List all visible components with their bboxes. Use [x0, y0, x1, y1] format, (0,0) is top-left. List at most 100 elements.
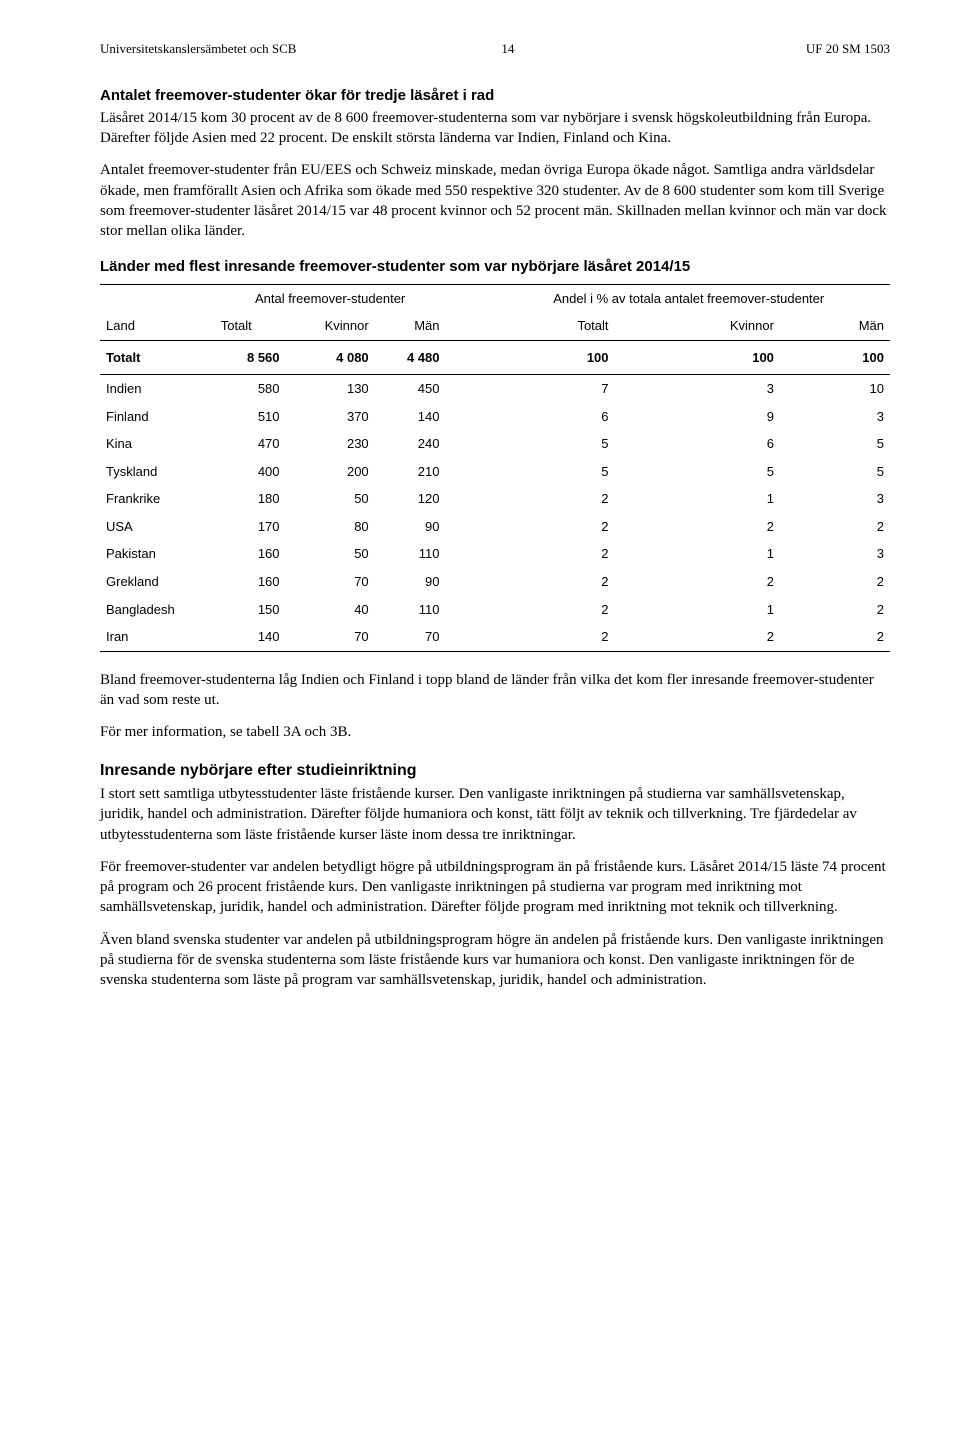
cell-land: Grekland — [100, 568, 215, 596]
freemover-table: Land Antal freemover-studenter Andel i %… — [100, 284, 890, 652]
cell: 130 — [286, 375, 375, 403]
cell: 2 — [780, 623, 890, 651]
cell: 2 — [488, 596, 615, 624]
after-table-p1: Bland freemover-studenterna låg Indien o… — [100, 670, 890, 711]
cell: 2 — [488, 485, 615, 513]
cell-land: Bangladesh — [100, 596, 215, 624]
section1-p1: Läsåret 2014/15 kom 30 procent av de 8 6… — [100, 108, 890, 149]
cell: 2 — [615, 623, 780, 651]
cell: 2 — [488, 568, 615, 596]
cell: 110 — [375, 596, 446, 624]
cell: 70 — [286, 623, 375, 651]
cell: 510 — [215, 403, 286, 431]
total-c: 4 480 — [375, 340, 446, 375]
cell: 10 — [780, 375, 890, 403]
section2-title: Inresande nybörjare efter studieinriktni… — [100, 760, 890, 782]
cell-land: USA — [100, 513, 215, 541]
cell: 3 — [615, 375, 780, 403]
cell: 1 — [615, 596, 780, 624]
sub-man-1: Män — [375, 312, 446, 340]
cell: 80 — [286, 513, 375, 541]
table-row: Tyskland400200210555 — [100, 458, 890, 486]
cell: 370 — [286, 403, 375, 431]
cell: 5 — [780, 458, 890, 486]
cell: 2 — [780, 513, 890, 541]
table-row: Finland510370140 693 — [100, 403, 890, 431]
col-group-antal: Antal freemover-studenter — [215, 284, 446, 312]
cell: 230 — [286, 430, 375, 458]
col-group-andel: Andel i % av totala antalet freemover-st… — [488, 284, 891, 312]
cell-land: Pakistan — [100, 540, 215, 568]
total-e: 100 — [615, 340, 780, 375]
cell: 70 — [286, 568, 375, 596]
sub-kvinnor-2: Kvinnor — [615, 312, 780, 340]
cell: 2 — [615, 568, 780, 596]
header-page-number: 14 — [501, 40, 514, 58]
sub-man-2: Män — [780, 312, 890, 340]
cell: 160 — [215, 568, 286, 596]
header-right: UF 20 SM 1503 — [806, 40, 890, 58]
cell: 5 — [780, 430, 890, 458]
cell-land: Finland — [100, 403, 215, 431]
cell: 580 — [215, 375, 286, 403]
total-b: 4 080 — [286, 340, 375, 375]
header-left: Universitetskanslersämbetet och SCB — [100, 40, 296, 58]
cell: 5 — [488, 430, 615, 458]
section1-p2: Antalet freemover-studenter från EU/EES … — [100, 160, 890, 241]
col-land: Land — [100, 284, 215, 340]
cell-land: Frankrike — [100, 485, 215, 513]
sub-kvinnor-1: Kvinnor — [286, 312, 375, 340]
cell: 470 — [215, 430, 286, 458]
cell: 110 — [375, 540, 446, 568]
cell: 50 — [286, 485, 375, 513]
section2-p3: Även bland svenska studenter var andelen… — [100, 930, 890, 991]
cell: 2 — [488, 513, 615, 541]
cell: 1 — [615, 485, 780, 513]
cell: 5 — [615, 458, 780, 486]
cell: 6 — [488, 403, 615, 431]
cell: 180 — [215, 485, 286, 513]
cell: 200 — [286, 458, 375, 486]
total-label: Totalt — [100, 340, 215, 375]
table-title: Länder med flest inresande freemover-stu… — [100, 257, 890, 277]
cell: 120 — [375, 485, 446, 513]
cell-land: Kina — [100, 430, 215, 458]
cell: 3 — [780, 403, 890, 431]
cell: 240 — [375, 430, 446, 458]
section2-p1: I stort sett samtliga utbytesstudenter l… — [100, 784, 890, 845]
cell: 6 — [615, 430, 780, 458]
cell: 400 — [215, 458, 286, 486]
section1-title: Antalet freemover-studenter ökar för tre… — [100, 86, 890, 106]
cell: 3 — [780, 485, 890, 513]
cell: 2 — [780, 596, 890, 624]
cell: 150 — [215, 596, 286, 624]
cell: 3 — [780, 540, 890, 568]
cell: 160 — [215, 540, 286, 568]
table-row: Grekland1607090222 — [100, 568, 890, 596]
table-total-row: Totalt 8 560 4 080 4 480 100 100 100 — [100, 340, 890, 375]
cell: 140 — [215, 623, 286, 651]
cell-land: Iran — [100, 623, 215, 651]
page-header: Universitetskanslersämbetet och SCB 14 U… — [100, 40, 890, 58]
after-table-p2: För mer information, se tabell 3A och 3B… — [100, 722, 890, 742]
table-row: Pakistan16050110213 — [100, 540, 890, 568]
cell: 7 — [488, 375, 615, 403]
table-row: Indien580130450 7310 — [100, 375, 890, 403]
cell: 170 — [215, 513, 286, 541]
total-f: 100 — [780, 340, 890, 375]
cell: 140 — [375, 403, 446, 431]
cell: 70 — [375, 623, 446, 651]
total-a: 8 560 — [215, 340, 286, 375]
cell: 9 — [615, 403, 780, 431]
col-gap — [446, 284, 488, 340]
cell: 2 — [488, 623, 615, 651]
table-row: Frankrike18050120 213 — [100, 485, 890, 513]
cell: 2 — [488, 540, 615, 568]
table-row: USA1708090222 — [100, 513, 890, 541]
cell: 450 — [375, 375, 446, 403]
sub-totalt-1: Totalt — [215, 312, 286, 340]
cell: 90 — [375, 513, 446, 541]
cell-land: Indien — [100, 375, 215, 403]
cell: 50 — [286, 540, 375, 568]
table-row: Kina470230240 565 — [100, 430, 890, 458]
